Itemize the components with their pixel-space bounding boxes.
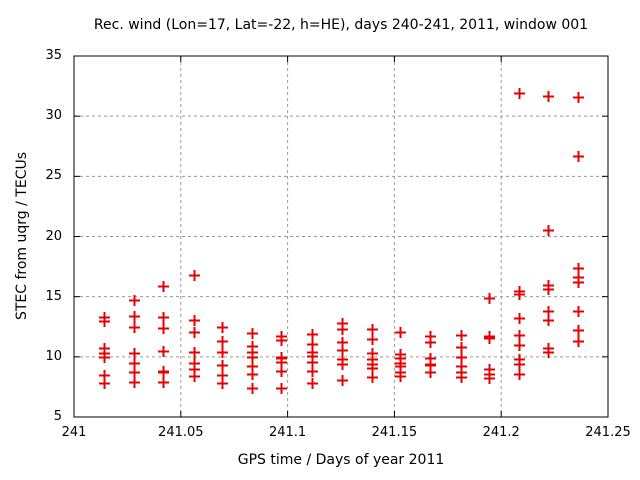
data-point-marker: [367, 334, 378, 345]
data-point-marker: [484, 333, 495, 344]
y-tick-label: 30: [45, 108, 62, 124]
data-point-marker: [129, 311, 140, 322]
data-point-marker: [573, 325, 584, 336]
data-point-marker: [367, 372, 378, 383]
data-point-marker: [217, 322, 228, 333]
data-point-marker: [337, 375, 348, 386]
data-point-marker: [573, 151, 584, 162]
data-point-marker: [158, 312, 169, 323]
data-point-marker: [189, 327, 200, 338]
y-tick-label: 15: [45, 288, 62, 304]
data-point-marker: [514, 88, 525, 99]
data-point-marker: [158, 367, 169, 378]
data-point-marker: [158, 346, 169, 357]
data-point-marker: [573, 92, 584, 103]
data-point-marker: [158, 323, 169, 334]
y-tick-label: 20: [45, 228, 62, 244]
data-point-marker: [573, 336, 584, 347]
data-point-marker: [543, 225, 554, 236]
data-point-marker: [129, 322, 140, 333]
data-point-marker: [307, 378, 318, 389]
data-point-marker: [395, 327, 406, 338]
data-point-marker: [307, 366, 318, 377]
data-point-marker: [189, 347, 200, 358]
data-point-marker: [217, 360, 228, 371]
data-point-marker: [514, 359, 525, 370]
data-point-marker: [129, 367, 140, 378]
y-tick-label: 35: [45, 48, 62, 63]
data-point-marker: [337, 359, 348, 370]
data-point-marker: [217, 378, 228, 389]
x-tick-label: 241.05: [158, 425, 204, 440]
y-tick-label: 25: [45, 168, 62, 184]
data-point-marker: [99, 316, 110, 327]
data-point-marker: [99, 378, 110, 389]
y-tick-label: 10: [45, 348, 62, 364]
data-point-marker: [247, 328, 258, 339]
data-point-marker: [276, 335, 287, 346]
data-point-marker: [514, 340, 525, 351]
data-point-marker: [425, 337, 436, 348]
data-point-marker: [129, 348, 140, 359]
chart-title: Rec. wind (Lon=17, Lat=-22, h=HE), days …: [93, 17, 589, 33]
data-point-marker: [307, 329, 318, 340]
data-point-marker: [367, 324, 378, 335]
data-point-marker: [573, 306, 584, 317]
data-point-marker: [456, 330, 467, 341]
data-point-marker: [129, 295, 140, 306]
data-point-marker: [395, 371, 406, 382]
data-point-marker: [514, 289, 525, 300]
data-point-marker: [99, 352, 110, 363]
data-point-marker: [456, 342, 467, 353]
data-point-marker: [543, 91, 554, 102]
data-point-marker: [129, 377, 140, 388]
data-point-marker: [456, 372, 467, 383]
data-point-marker: [543, 284, 554, 295]
data-point-marker: [337, 324, 348, 335]
data-point-marker: [514, 369, 525, 380]
x-tick-label: 241.1: [268, 425, 307, 440]
data-point-marker: [189, 315, 200, 326]
data-point-marker: [543, 315, 554, 326]
data-point-marker: [189, 371, 200, 382]
data-point-marker: [217, 347, 228, 358]
data-point-marker: [158, 281, 169, 292]
data-point-marker: [276, 366, 287, 377]
x-tick-label: 241.15: [371, 425, 418, 440]
x-tick-label: 241: [61, 425, 87, 440]
data-point-marker: [425, 367, 436, 378]
x-tick-label: 241.25: [585, 425, 631, 440]
data-point-marker: [484, 293, 495, 304]
data-point-marker: [573, 277, 584, 288]
data-point-marker: [189, 270, 200, 281]
y-tick-label: 5: [53, 409, 62, 424]
data-point-marker: [158, 377, 169, 388]
data-point-marker: [247, 369, 258, 380]
x-tick-label: 241.2: [482, 425, 520, 440]
data-point-marker: [514, 313, 525, 324]
data-point-marker: [514, 330, 525, 341]
data-point-marker: [217, 336, 228, 347]
data-point-marker: [543, 347, 554, 358]
x-axis-title: GPS time / Days of year 2011: [237, 452, 445, 468]
data-point-marker: [276, 383, 287, 394]
data-point-marker: [247, 383, 258, 394]
data-point-marker: [484, 373, 495, 384]
